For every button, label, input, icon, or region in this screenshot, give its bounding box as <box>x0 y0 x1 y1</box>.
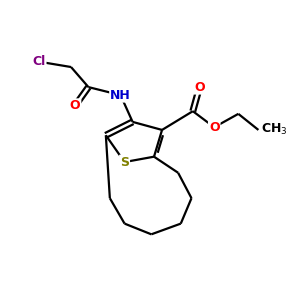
Text: O: O <box>194 81 205 94</box>
Text: S: S <box>120 155 129 169</box>
Text: O: O <box>70 99 80 112</box>
Text: O: O <box>209 121 220 134</box>
Text: CH$_3$: CH$_3$ <box>261 122 288 137</box>
Text: NH: NH <box>110 88 131 102</box>
Text: Cl: Cl <box>32 55 46 68</box>
